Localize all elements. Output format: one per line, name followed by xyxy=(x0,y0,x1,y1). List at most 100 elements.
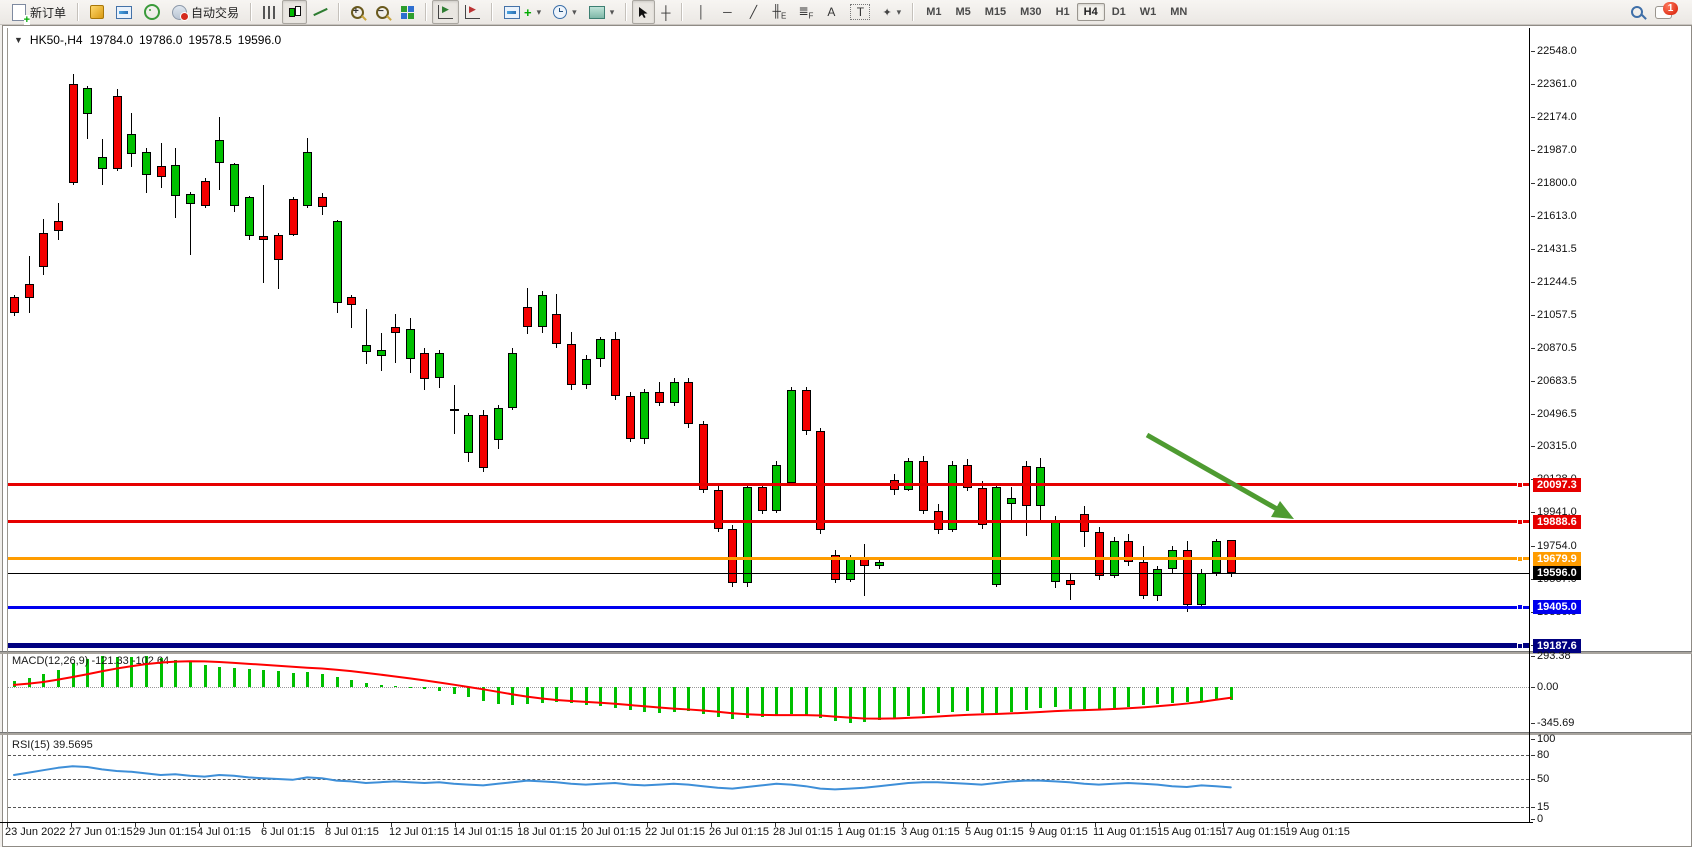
tab-m15[interactable]: M15 xyxy=(984,6,1007,18)
tab-h1[interactable]: H1 xyxy=(1055,6,1070,18)
toolbar: 新订单 自动交易 + − ▶ ▶ +▾ ▾ ▾ ┼ │ ─ ╱ ╫E xyxy=(0,0,1692,25)
auto-scroll-icon: ▶ xyxy=(438,4,454,19)
separator xyxy=(250,3,253,21)
autotrading-icon xyxy=(172,4,190,21)
vertical-line-button[interactable]: │ xyxy=(688,0,714,24)
arrows-icon: ✦ xyxy=(882,6,892,19)
horizontal-line-19596.0[interactable] xyxy=(8,572,1529,574)
tab-h4[interactable]: H4 xyxy=(1076,3,1105,21)
separator xyxy=(681,3,684,21)
chart-shift-icon: ▶ xyxy=(465,4,481,19)
crosshair-icon: ┼ xyxy=(661,4,671,20)
bar-chart-type-icon xyxy=(263,5,277,19)
tab-w1[interactable]: W1 xyxy=(1139,6,1157,18)
crosshair-button[interactable]: ┼ xyxy=(655,0,676,24)
chart-title[interactable]: ▼ HK50-,H4 19784.0 19786.0 19578.5 19596… xyxy=(14,33,281,47)
separator xyxy=(425,3,428,21)
auto-scroll-button[interactable]: ▶ xyxy=(432,0,460,24)
periods-button[interactable]: ▾ xyxy=(547,0,583,24)
separator xyxy=(338,3,341,21)
vertical-line-icon: │ xyxy=(697,5,706,19)
macd-value: -121.33 xyxy=(91,655,129,667)
text-label-icon: T xyxy=(850,4,871,20)
horizontal-line-button[interactable]: ─ xyxy=(714,0,740,24)
search-icon xyxy=(1631,6,1643,18)
clock-icon xyxy=(553,5,568,19)
chevron-down-icon: ▾ xyxy=(609,6,615,17)
collapse-arrow-icon[interactable]: ▼ xyxy=(14,35,23,45)
trendline-icon: ╱ xyxy=(749,5,758,19)
tab-m1[interactable]: M1 xyxy=(926,6,942,18)
equidistant-channel-icon: ╫E xyxy=(772,3,787,21)
high-value: 19786.0 xyxy=(139,33,183,47)
quotes-cube-icon xyxy=(90,5,105,19)
add-indicator-icon xyxy=(504,5,521,19)
macd-label: MACD(12,26,9) -121.33 -102.64 xyxy=(12,655,170,667)
horizontal-line-19888.6[interactable] xyxy=(8,520,1529,524)
chevron-down-icon: ▾ xyxy=(896,6,902,17)
bar-chart-type-button[interactable] xyxy=(257,0,282,24)
chart-window xyxy=(2,25,1692,847)
chat-icon: 1 xyxy=(1655,1,1678,19)
macd-signal-value: -102.64 xyxy=(131,655,170,667)
horizontal-line-19405.0[interactable] xyxy=(8,605,1529,609)
separator xyxy=(491,3,494,21)
notification-badge: 1 xyxy=(1663,1,1678,15)
zoom-out-icon: − xyxy=(376,5,390,19)
autotrading-label: 自动交易 xyxy=(191,5,240,20)
chevron-down-icon: ▾ xyxy=(536,6,542,17)
arrows-button[interactable]: ✦ ▾ xyxy=(876,0,907,24)
quotes-button[interactable] xyxy=(84,0,110,24)
templates-button[interactable]: ▾ xyxy=(583,0,621,24)
new-order-button[interactable]: 新订单 xyxy=(6,0,72,25)
navigator-icon xyxy=(144,4,161,20)
search-button[interactable] xyxy=(1625,0,1649,24)
text-button[interactable]: A xyxy=(818,0,844,24)
tab-d1[interactable]: D1 xyxy=(1111,6,1126,18)
symbol-period-label: HK50-,H4 xyxy=(29,33,83,47)
templates-icon xyxy=(588,5,605,19)
navigator-button[interactable] xyxy=(138,0,166,24)
chevron-down-icon: ▾ xyxy=(572,6,577,17)
candlestick-type-icon xyxy=(288,5,302,19)
zoom-out-button[interactable]: − xyxy=(370,0,395,24)
cursor-icon xyxy=(639,6,648,18)
close-value: 19596.0 xyxy=(237,33,282,47)
new-order-label: 新订单 xyxy=(30,5,67,20)
fibonacci-icon: ≣F xyxy=(798,3,814,21)
notifications-button[interactable]: 1 xyxy=(1649,0,1678,24)
rsi-label: RSI(15) 39.5695 xyxy=(12,739,93,751)
tile-windows-button[interactable] xyxy=(395,0,420,24)
chart-window-icon xyxy=(116,5,133,19)
cursor-button[interactable] xyxy=(632,0,656,24)
open-value: 19784.0 xyxy=(89,33,133,47)
rsi-value: 39.5695 xyxy=(52,739,93,751)
add-indicator-button[interactable]: + ▾ xyxy=(498,0,547,24)
chart-window-button[interactable] xyxy=(110,0,138,24)
line-chart-type-icon xyxy=(313,6,327,18)
channel-button[interactable]: ╫E xyxy=(766,0,792,24)
separator xyxy=(912,3,915,21)
text-icon: A xyxy=(827,5,836,19)
autotrading-button[interactable]: 自动交易 xyxy=(166,0,245,24)
separator xyxy=(625,3,628,21)
horizontal-line-19679.9[interactable] xyxy=(8,557,1529,561)
fibonacci-button[interactable]: ≣F xyxy=(792,0,818,24)
zoom-in-icon: + xyxy=(351,5,365,19)
tab-mn[interactable]: MN xyxy=(1170,6,1188,18)
line-chart-type-button[interactable] xyxy=(307,0,333,24)
trendline-button[interactable]: ╱ xyxy=(740,0,766,24)
horizontal-line-19187.6[interactable] xyxy=(8,643,1529,649)
chart-shift-button[interactable]: ▶ xyxy=(459,0,486,24)
zoom-in-button[interactable]: + xyxy=(345,0,370,24)
tab-m5[interactable]: M5 xyxy=(955,6,971,18)
tile-windows-icon xyxy=(401,5,415,19)
horizontal-line-20097.3[interactable] xyxy=(8,483,1529,487)
new-order-icon xyxy=(12,3,30,25)
low-value: 19578.5 xyxy=(188,33,232,47)
text-label-button[interactable]: T xyxy=(844,0,876,24)
candlestick-type-button[interactable] xyxy=(282,0,308,24)
separator xyxy=(77,3,80,21)
tab-m30[interactable]: M30 xyxy=(1020,6,1042,18)
